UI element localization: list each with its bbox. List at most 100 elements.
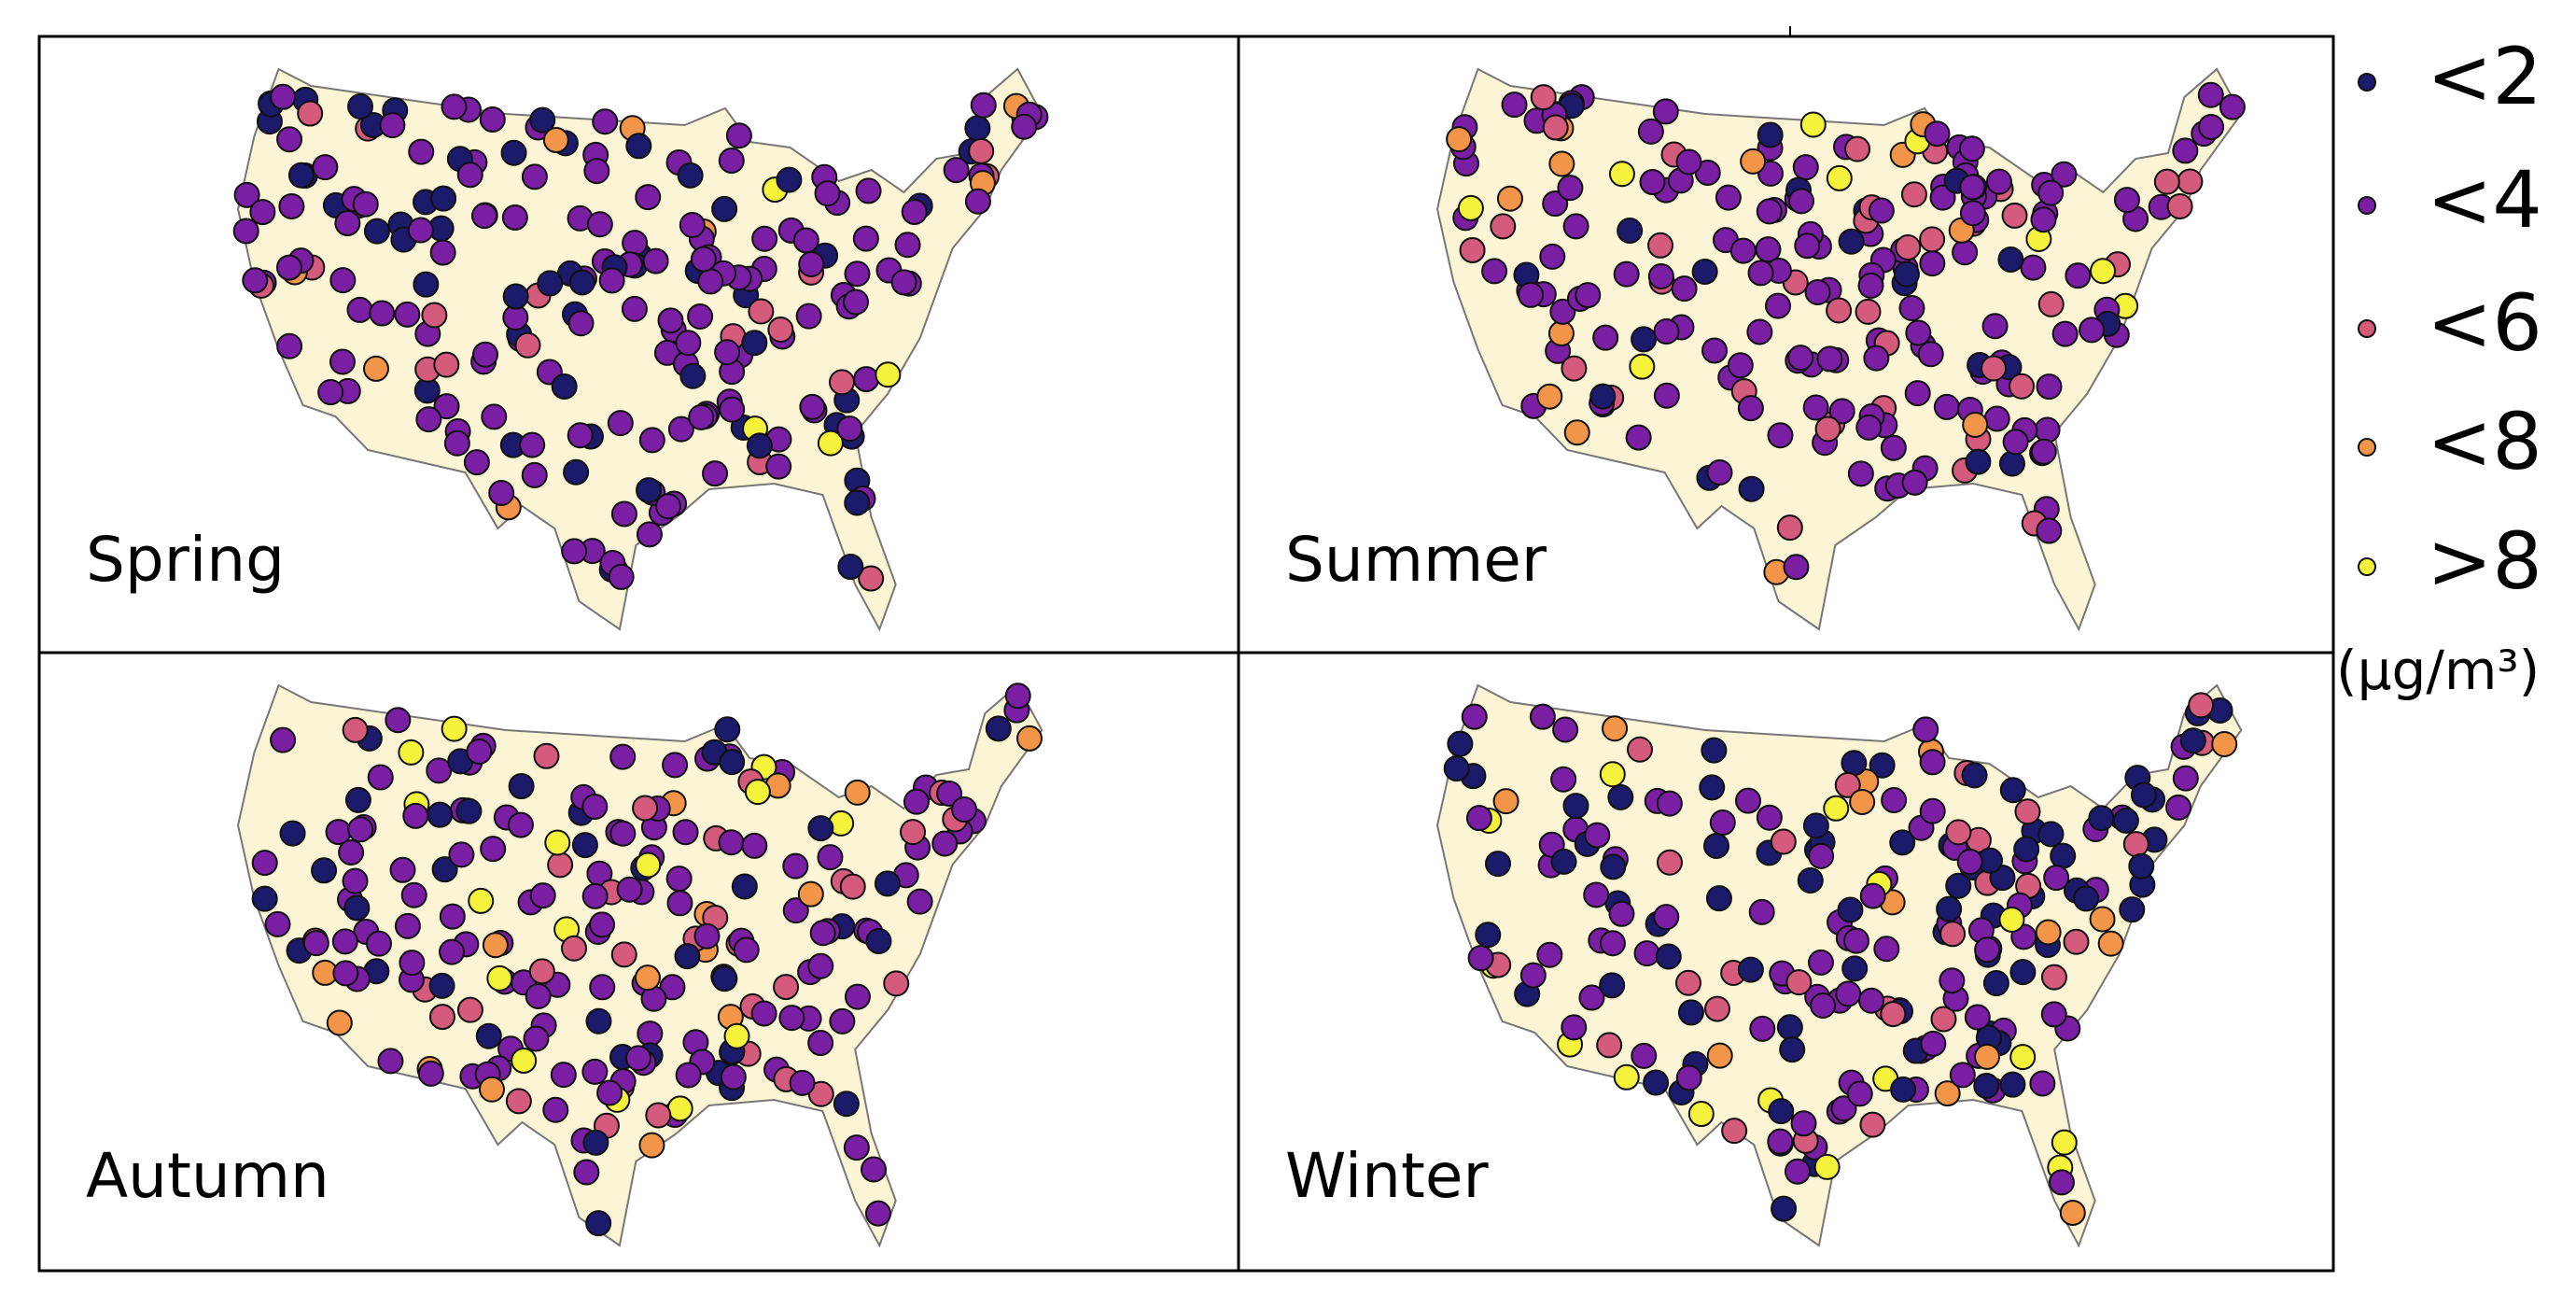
site-marker: [985, 715, 1012, 742]
site-marker: [1699, 774, 1726, 801]
legend-marker: [2358, 319, 2376, 338]
site-marker: [1849, 788, 1876, 815]
site-marker: [1889, 829, 1916, 856]
site-marker: [1799, 111, 1827, 138]
site-marker: [2040, 1001, 2067, 1028]
site-marker: [1639, 169, 1666, 196]
site-marker: [1562, 213, 1589, 240]
site-marker: [688, 403, 715, 430]
site-marker: [1633, 940, 1660, 967]
site-marker: [362, 355, 389, 382]
site-marker: [622, 230, 649, 257]
site-marker: [1675, 148, 1702, 176]
site-marker: [2009, 959, 2037, 986]
site-marker: [276, 126, 303, 153]
site-marker: [1919, 749, 1946, 776]
site-marker: [776, 166, 803, 193]
site-marker: [400, 881, 427, 908]
site-marker: [529, 106, 556, 134]
site-marker: [399, 950, 426, 977]
site-marker: [855, 177, 882, 204]
site-marker: [852, 225, 879, 252]
site-marker: [636, 521, 663, 548]
site-marker: [342, 716, 369, 743]
site-marker: [466, 738, 493, 765]
site-marker: [1768, 1098, 1795, 1125]
site-marker: [596, 1079, 623, 1106]
map-panel: Winter: [1285, 683, 2243, 1248]
site-marker: [402, 802, 429, 829]
site-marker: [635, 852, 662, 879]
site-marker: [1547, 320, 1575, 347]
site-marker: [697, 268, 724, 295]
site-marker: [470, 203, 497, 230]
site-marker: [2059, 1199, 2086, 1226]
site-marker: [2034, 416, 2061, 443]
site-marker: [672, 819, 699, 846]
site-marker: [829, 369, 856, 396]
site-marker: [1770, 828, 1797, 855]
site-marker: [1868, 197, 1895, 224]
site-marker: [833, 1091, 860, 1118]
site-marker: [1461, 703, 1488, 730]
site-marker: [693, 922, 721, 950]
site-marker: [744, 779, 771, 806]
site-marker: [1627, 736, 1654, 763]
site-marker: [1443, 755, 1470, 782]
site-marker: [2166, 193, 2193, 220]
site-marker: [331, 928, 358, 955]
site-marker: [586, 211, 613, 238]
site-marker: [1779, 1036, 1806, 1063]
site-marker: [635, 184, 662, 211]
site-marker: [279, 820, 306, 847]
site-marker: [1653, 904, 1680, 931]
site-marker: [1653, 382, 1680, 409]
site-marker: [583, 158, 610, 185]
site-marker: [843, 1134, 870, 1161]
site-marker: [1804, 279, 1831, 306]
site-marker: [2165, 794, 2192, 821]
season-label: Winter: [1285, 1140, 1489, 1212]
site-marker: [542, 127, 569, 154]
site-marker: [334, 210, 361, 237]
site-marker: [1835, 980, 1862, 1007]
site-marker: [521, 461, 548, 488]
site-marker: [1607, 783, 1634, 810]
site-marker: [2079, 317, 2106, 344]
site-marker: [1542, 114, 1569, 141]
site-marker: [1756, 804, 1783, 831]
site-marker: [1900, 181, 1927, 208]
site-marker: [1701, 337, 1729, 364]
site-marker: [429, 239, 456, 266]
site-marker: [679, 212, 706, 239]
site-marker: [394, 912, 421, 939]
site-marker: [807, 952, 834, 979]
site-marker: [1518, 281, 1545, 308]
site-marker: [865, 928, 892, 955]
site-marker: [329, 348, 356, 375]
site-marker: [1784, 1158, 1811, 1185]
site-marker: [1901, 469, 1928, 496]
site-marker: [1919, 250, 1946, 277]
site-marker: [346, 296, 373, 323]
site-marker: [1656, 790, 1683, 817]
site-marker: [1776, 514, 1803, 542]
site-marker: [415, 406, 442, 433]
site-marker: [1802, 394, 1829, 421]
site-marker: [441, 93, 468, 120]
site-marker: [585, 1210, 612, 1237]
legend-marker: [2358, 438, 2376, 457]
site-marker: [598, 267, 625, 294]
site-marker: [723, 1022, 750, 1049]
site-marker: [1767, 1128, 1794, 1155]
site-marker: [746, 432, 773, 459]
site-marker: [1740, 148, 1767, 175]
site-marker: [1492, 788, 1519, 815]
site-marker: [750, 1000, 777, 1027]
site-marker: [2013, 836, 2040, 863]
site-marker: [2037, 179, 2065, 206]
site-marker: [2172, 137, 2199, 164]
site-marker: [1709, 809, 1736, 837]
site-marker: [765, 453, 792, 480]
site-marker: [1459, 236, 1486, 263]
